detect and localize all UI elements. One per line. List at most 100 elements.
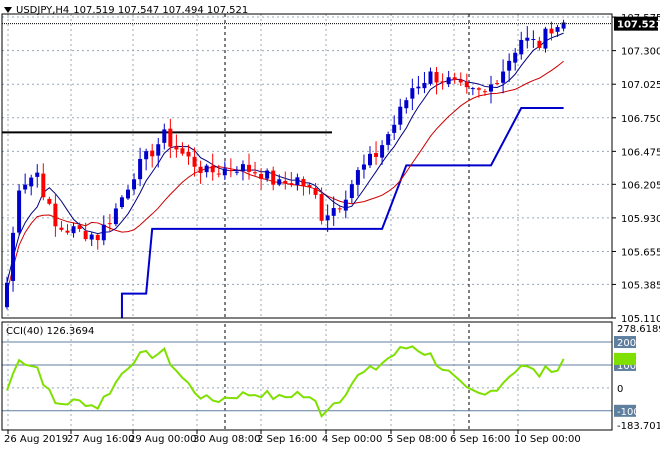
candle: [17, 184, 22, 236]
candle: [83, 222, 88, 242]
price-tick-label: 105.385: [621, 280, 660, 291]
candle: [543, 26, 548, 53]
candle-body: [150, 150, 155, 157]
cci-level-label: 0: [617, 384, 623, 395]
candle-body: [138, 158, 143, 180]
candle: [464, 73, 469, 94]
candle: [259, 168, 264, 190]
candle-body: [519, 39, 524, 55]
candle: [198, 160, 203, 184]
candle: [216, 164, 221, 178]
candle-body: [35, 172, 40, 177]
candle-body: [132, 179, 137, 190]
grid: [2, 14, 612, 430]
time-tick-label: 30 Aug 08:00: [193, 434, 260, 445]
candle: [5, 276, 9, 310]
candle-body: [144, 151, 149, 160]
candle-body: [283, 180, 288, 184]
candle: [416, 75, 421, 95]
candle-body: [180, 148, 185, 154]
candle: [283, 171, 288, 190]
candle: [204, 163, 209, 178]
candle: [422, 71, 427, 94]
candle: [162, 123, 167, 150]
candle-body: [107, 223, 112, 225]
candle-body: [119, 197, 124, 208]
candle-body: [41, 173, 46, 198]
candle-body: [168, 128, 173, 147]
candle-body: [240, 164, 245, 172]
candle-body: [561, 22, 566, 29]
price-tick-label: 105.655: [621, 247, 660, 258]
candle: [144, 148, 149, 171]
candle: [168, 118, 173, 159]
cci-scale-max: 278.6189: [617, 324, 660, 335]
candle-body: [452, 77, 457, 80]
candle-body: [374, 153, 379, 157]
price-tick-label: 106.205: [621, 180, 660, 191]
candle: [156, 137, 161, 168]
candle-body: [59, 227, 64, 230]
candle: [398, 98, 403, 131]
candle-body: [192, 156, 197, 167]
candle: [47, 196, 52, 206]
candle: [446, 70, 451, 88]
candle-body: [440, 81, 445, 83]
candle: [89, 232, 94, 246]
candle-body: [53, 203, 58, 227]
candle-body: [392, 124, 397, 133]
candle: [289, 172, 294, 188]
candle-body: [301, 179, 306, 187]
candle: [234, 166, 239, 176]
candle-body: [47, 198, 52, 204]
candle-body: [295, 177, 300, 186]
candle-body: [17, 190, 22, 233]
candle: [23, 173, 28, 194]
time-tick-label: 2 Sep 16:00: [257, 434, 317, 445]
candle: [513, 48, 518, 71]
candle-body: [543, 28, 548, 49]
candle: [59, 220, 64, 232]
candle-body: [174, 146, 179, 150]
candle: [525, 26, 530, 49]
candle-body: [253, 172, 258, 174]
symbol-header[interactable]: USDJPY,H4 107.519 107.547 107.494 107.52…: [4, 3, 248, 17]
candle: [295, 173, 300, 191]
candles: [5, 19, 566, 310]
candle-body: [319, 194, 324, 221]
price-tick-label: 107.300: [621, 47, 660, 58]
candle-body: [428, 71, 433, 84]
candle-body: [482, 91, 487, 93]
time-tick-label: 5 Sep 08:00: [387, 434, 447, 445]
price-tick-label: 106.475: [621, 147, 660, 158]
candle: [434, 66, 439, 95]
candle-body: [331, 208, 336, 216]
candle-body: [368, 153, 372, 166]
candle-body: [501, 71, 506, 83]
candle: [307, 183, 312, 195]
candle: [374, 141, 379, 165]
candle-body: [71, 226, 76, 234]
candle-body: [525, 37, 530, 41]
candle-body: [422, 82, 427, 89]
candle: [119, 195, 124, 210]
candle: [404, 97, 409, 114]
candle: [247, 153, 251, 180]
candle-body: [398, 106, 403, 125]
candle-body: [337, 208, 342, 210]
candle-body: [11, 232, 16, 281]
candle: [343, 190, 348, 219]
candle: [11, 226, 16, 292]
candle: [180, 142, 185, 156]
candle-body: [361, 164, 366, 170]
dropdown-triangle-icon[interactable]: [4, 7, 12, 13]
candle-body: [307, 185, 312, 188]
candle: [325, 204, 330, 232]
candle-body: [313, 188, 318, 195]
candle: [301, 176, 306, 196]
candle: [458, 72, 463, 87]
candle-body: [495, 83, 500, 85]
candle: [519, 31, 524, 60]
candle: [368, 146, 372, 168]
price-axis: 107.575107.300107.025106.750106.475106.2…: [2, 13, 660, 432]
